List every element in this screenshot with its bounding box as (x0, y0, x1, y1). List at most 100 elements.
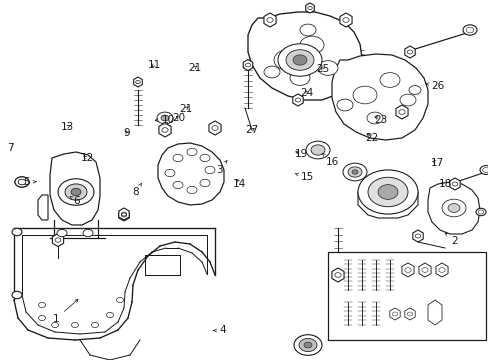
Text: 15: 15 (294, 172, 313, 182)
Polygon shape (119, 209, 129, 221)
Text: 26: 26 (425, 81, 444, 91)
Polygon shape (119, 208, 129, 220)
Text: 22: 22 (364, 132, 378, 143)
Text: 19: 19 (294, 149, 308, 159)
Polygon shape (158, 143, 224, 205)
Circle shape (367, 177, 407, 207)
Text: 2: 2 (444, 233, 457, 246)
Text: 7: 7 (7, 143, 14, 153)
Polygon shape (404, 46, 414, 58)
Text: 23: 23 (373, 114, 386, 125)
Text: 14: 14 (232, 179, 246, 189)
Circle shape (299, 24, 315, 36)
Polygon shape (395, 105, 407, 119)
Circle shape (304, 342, 311, 348)
Circle shape (57, 229, 67, 237)
Circle shape (273, 50, 302, 70)
Text: 21: 21 (179, 104, 192, 114)
Circle shape (462, 25, 476, 35)
Text: 9: 9 (123, 128, 130, 138)
Polygon shape (52, 234, 63, 247)
Circle shape (12, 291, 22, 299)
Polygon shape (389, 308, 399, 320)
Polygon shape (159, 123, 171, 137)
Circle shape (310, 145, 325, 155)
Circle shape (15, 177, 29, 187)
Circle shape (293, 335, 321, 355)
Circle shape (12, 228, 22, 236)
Polygon shape (427, 182, 479, 234)
Text: 24: 24 (300, 88, 313, 98)
Text: 27: 27 (244, 125, 258, 135)
Circle shape (289, 71, 309, 85)
Circle shape (441, 199, 465, 217)
Text: 5: 5 (23, 177, 36, 187)
Circle shape (71, 188, 81, 196)
Circle shape (347, 167, 361, 177)
Polygon shape (401, 263, 413, 277)
Polygon shape (412, 230, 422, 242)
Circle shape (357, 170, 417, 214)
Text: 3: 3 (215, 161, 226, 175)
Polygon shape (418, 263, 430, 277)
Circle shape (342, 163, 366, 181)
Polygon shape (404, 308, 414, 320)
Polygon shape (247, 12, 361, 100)
Circle shape (336, 99, 352, 111)
Circle shape (285, 50, 313, 70)
Circle shape (264, 66, 280, 78)
Polygon shape (38, 195, 48, 220)
Polygon shape (292, 94, 303, 106)
Text: 17: 17 (430, 158, 444, 168)
Polygon shape (133, 77, 142, 87)
Polygon shape (331, 54, 427, 140)
Circle shape (58, 179, 94, 205)
Polygon shape (331, 268, 344, 282)
Text: 6: 6 (70, 196, 80, 206)
Circle shape (366, 112, 382, 124)
Text: 16: 16 (322, 153, 339, 167)
Text: 13: 13 (61, 122, 74, 132)
Bar (327, 252, 485, 340)
Circle shape (298, 338, 316, 352)
Circle shape (157, 112, 173, 124)
Circle shape (408, 86, 420, 94)
Text: 4: 4 (213, 325, 225, 336)
Polygon shape (357, 192, 417, 218)
Text: 1: 1 (53, 300, 78, 324)
Text: 10: 10 (155, 114, 175, 125)
Circle shape (377, 185, 397, 199)
Polygon shape (208, 121, 221, 135)
Circle shape (305, 141, 329, 159)
Text: 21: 21 (187, 63, 201, 73)
Polygon shape (305, 3, 314, 13)
Circle shape (351, 170, 357, 174)
Circle shape (15, 177, 29, 187)
Circle shape (352, 86, 376, 104)
Circle shape (475, 208, 485, 216)
Polygon shape (243, 59, 252, 71)
Polygon shape (435, 263, 447, 277)
Text: 11: 11 (147, 60, 161, 70)
Polygon shape (449, 178, 459, 190)
Polygon shape (339, 13, 351, 27)
Circle shape (447, 204, 459, 212)
Text: 8: 8 (132, 184, 141, 197)
Circle shape (292, 55, 306, 65)
Circle shape (278, 44, 321, 76)
Circle shape (399, 94, 415, 106)
Circle shape (83, 229, 93, 237)
Text: 18: 18 (437, 179, 451, 189)
Circle shape (317, 60, 337, 75)
Text: 12: 12 (80, 153, 94, 163)
Circle shape (161, 115, 169, 121)
Circle shape (65, 184, 87, 200)
Polygon shape (264, 13, 276, 27)
Circle shape (299, 36, 324, 54)
Circle shape (379, 73, 399, 87)
Circle shape (479, 166, 488, 174)
Text: 20: 20 (172, 113, 184, 123)
Polygon shape (427, 300, 441, 325)
Text: 25: 25 (315, 64, 329, 74)
Polygon shape (50, 152, 100, 225)
